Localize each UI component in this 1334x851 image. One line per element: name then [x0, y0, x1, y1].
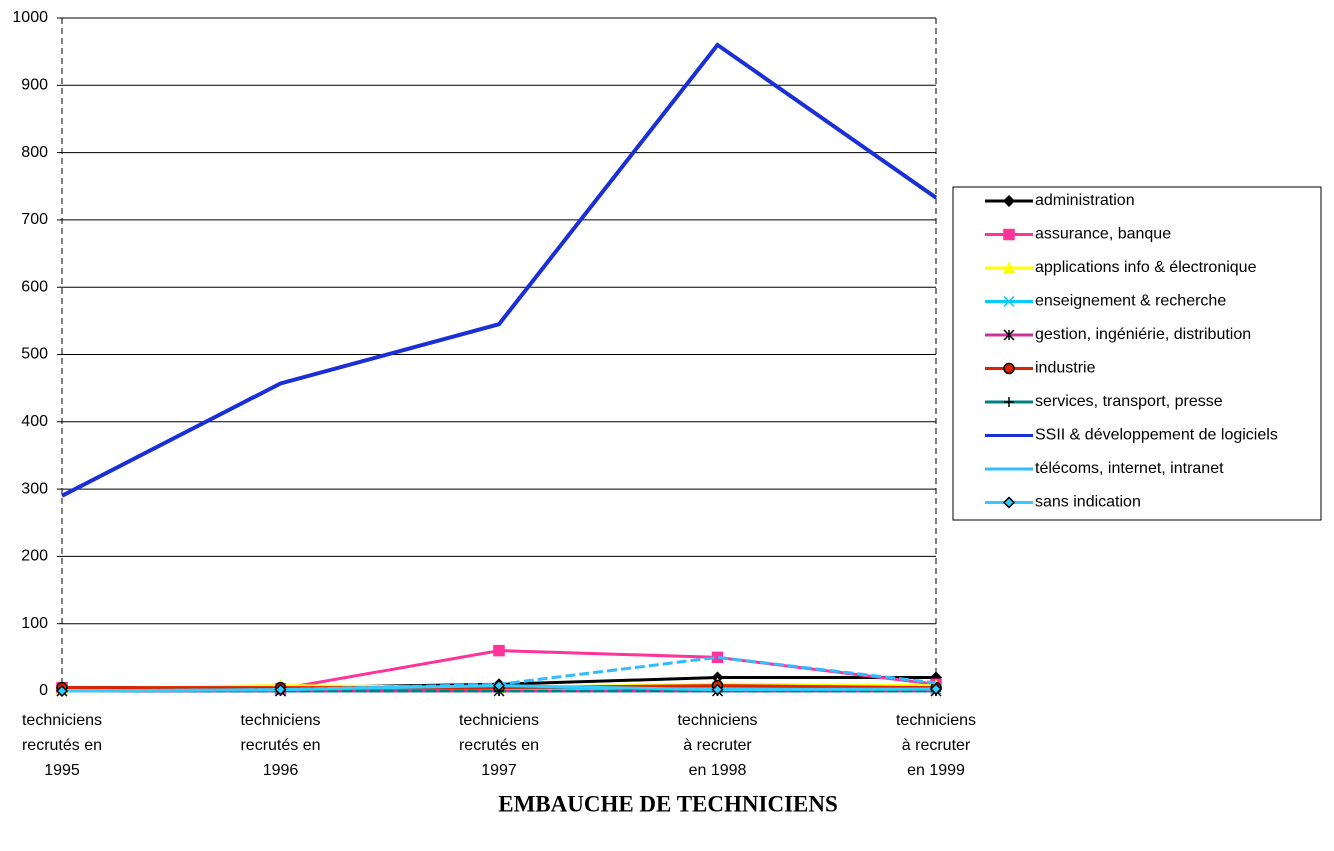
legend-label: applications info & électronique — [1035, 259, 1257, 276]
y-tick-label: 500 — [21, 346, 48, 363]
y-tick-label: 900 — [21, 77, 48, 94]
legend-label: SSII & développement de logiciels — [1035, 427, 1278, 444]
marker — [929, 682, 943, 696]
y-tick-label: 1000 — [12, 9, 48, 26]
y-tick-label: 300 — [21, 480, 48, 497]
y-tick-label: 0 — [39, 682, 48, 699]
marker — [711, 683, 724, 696]
marker — [1002, 194, 1016, 208]
y-tick-label: 100 — [21, 615, 48, 632]
marker — [55, 684, 69, 698]
legend-label: gestion, ingéniérie, distribution — [1035, 326, 1251, 343]
x-tick-label: techniciens recrutés en 1997 — [458, 712, 540, 779]
y-tick-label: 800 — [21, 144, 48, 161]
legend-label: télécoms, internet, intranet — [1035, 460, 1224, 477]
y-tick-label: 700 — [21, 211, 48, 228]
legend-label: industrie — [1035, 360, 1096, 377]
y-tick-label: 400 — [21, 413, 48, 430]
marker — [1003, 329, 1015, 341]
x-tick-label: techniciens à recruter en 1999 — [895, 712, 977, 779]
x-tick-label: techniciens recrutés en 1995 — [21, 712, 103, 779]
chart-title: EMBAUCHE DE TECHNICIENS — [498, 791, 838, 816]
x-tick-label: techniciens recrutés en 1996 — [240, 712, 321, 779]
marker — [492, 679, 506, 692]
marker — [1003, 228, 1015, 241]
legend-label: assurance, banque — [1035, 226, 1171, 243]
legend-label: enseignement & recherche — [1035, 293, 1226, 310]
legend-label: services, transport, presse — [1035, 393, 1223, 410]
marker — [1002, 261, 1016, 274]
y-tick-label: 200 — [21, 548, 48, 565]
series-line — [61, 42, 938, 498]
marker — [1003, 362, 1015, 375]
marker — [1003, 295, 1015, 308]
legend-label: sans indication — [1035, 494, 1141, 511]
x-tick-label: techniciens à recruter en 1998 — [677, 712, 758, 779]
marker — [493, 644, 505, 657]
marker — [274, 683, 287, 696]
marker — [1002, 496, 1016, 509]
marker — [1004, 397, 1014, 407]
y-tick-label: 600 — [21, 278, 48, 295]
legend-box — [952, 186, 1322, 521]
legend-label: administration — [1035, 192, 1135, 209]
